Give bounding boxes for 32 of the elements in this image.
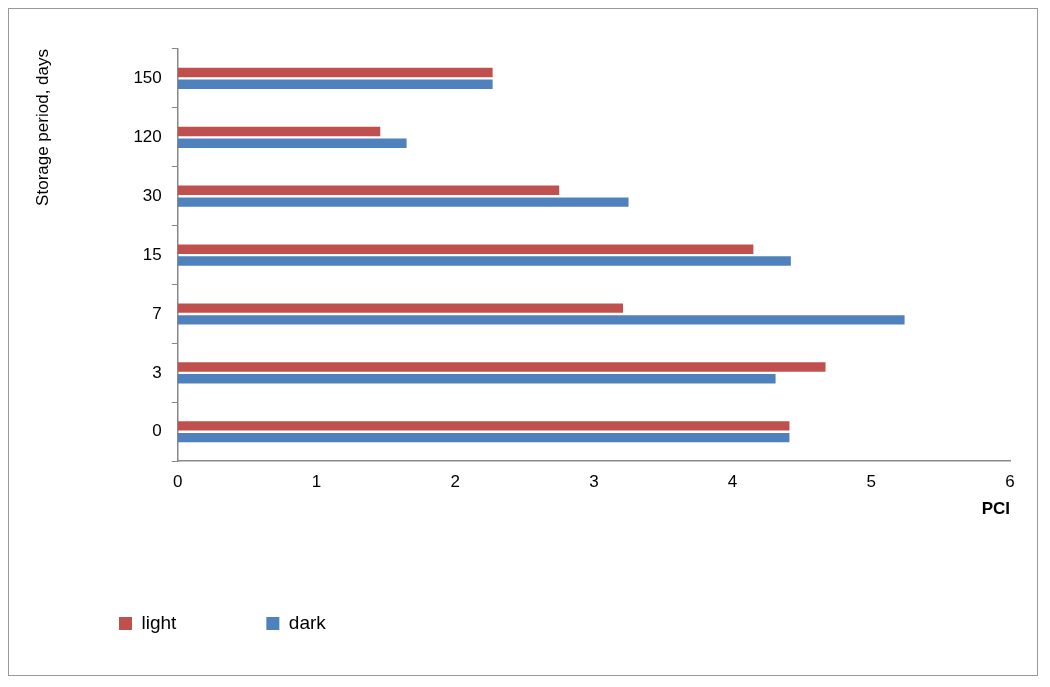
y-axis-title: Storage period, days [32, 49, 52, 206]
bar [177, 421, 790, 431]
y-tick-label: 30 [142, 185, 162, 205]
bar [177, 362, 826, 372]
legend-label: dark [288, 611, 327, 633]
x-tick-label: 2 [450, 472, 460, 492]
bar [177, 185, 560, 196]
legend-label: light [141, 611, 178, 633]
x-tick-label: 1 [311, 472, 322, 492]
bar [177, 126, 381, 137]
bar [177, 256, 791, 266]
bar [177, 197, 629, 207]
x-axis-title: PCI [981, 499, 1010, 519]
y-tick-label: 150 [133, 68, 162, 88]
x-tick-label: 0 [173, 472, 183, 492]
y-tick-label: 3 [152, 362, 162, 382]
bar [177, 432, 790, 443]
bar [177, 315, 905, 325]
bar [177, 244, 754, 254]
y-tick-label: 15 [142, 244, 162, 264]
y-tick-label: 0 [152, 421, 162, 441]
y-tick-label: 7 [152, 303, 162, 323]
bar [177, 79, 493, 90]
x-tick-label: 6 [1005, 472, 1015, 492]
bar [177, 303, 624, 313]
bar [177, 67, 493, 78]
bar [177, 374, 776, 384]
x-tick-label: 3 [589, 472, 599, 492]
bar [177, 138, 407, 148]
y-tick-label: 120 [133, 127, 162, 147]
x-tick-label: 4 [727, 472, 738, 492]
x-tick-label: 5 [866, 472, 877, 492]
